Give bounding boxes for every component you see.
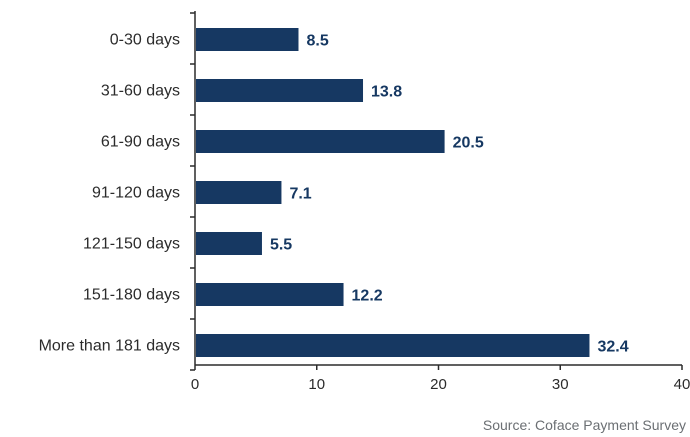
x-tick-label: 0: [191, 376, 199, 393]
value-label: 7.1: [289, 186, 311, 203]
x-tick-label: 30: [552, 376, 569, 393]
value-label: 32.4: [597, 339, 628, 356]
x-tick-label: 40: [674, 376, 690, 393]
bar: [196, 283, 344, 306]
bar: [196, 79, 364, 102]
category-label: 91-120 days: [92, 185, 180, 202]
value-label: 8.5: [306, 33, 328, 50]
value-label: 5.5: [270, 237, 292, 254]
bar: [196, 181, 282, 204]
axis-layer: [190, 11, 683, 371]
category-label: 61-90 days: [101, 134, 180, 151]
value-label: 20.5: [453, 135, 484, 152]
category-label: 151-180 days: [83, 287, 180, 304]
x-tick-label: 10: [308, 376, 325, 393]
value-label: 13.8: [371, 84, 402, 101]
category-label: 0-30 days: [110, 32, 180, 49]
labels-layer: 0 10 20 30 40 0-30 days 8.5 31-60 days 13.8 61-90…: [39, 32, 690, 394]
bar: [196, 130, 445, 153]
category-label: More than 181 days: [39, 338, 180, 355]
source-note: Source: Coface Payment Survey: [482, 417, 686, 433]
x-tick-label: 20: [430, 376, 447, 393]
bar: [196, 232, 262, 255]
category-label: 31-60 days: [101, 83, 180, 100]
bar: [196, 28, 299, 51]
value-label: 12.2: [352, 288, 383, 305]
bar: [196, 334, 590, 357]
category-label: 121-150 days: [83, 236, 180, 253]
bars-layer: [196, 28, 590, 357]
